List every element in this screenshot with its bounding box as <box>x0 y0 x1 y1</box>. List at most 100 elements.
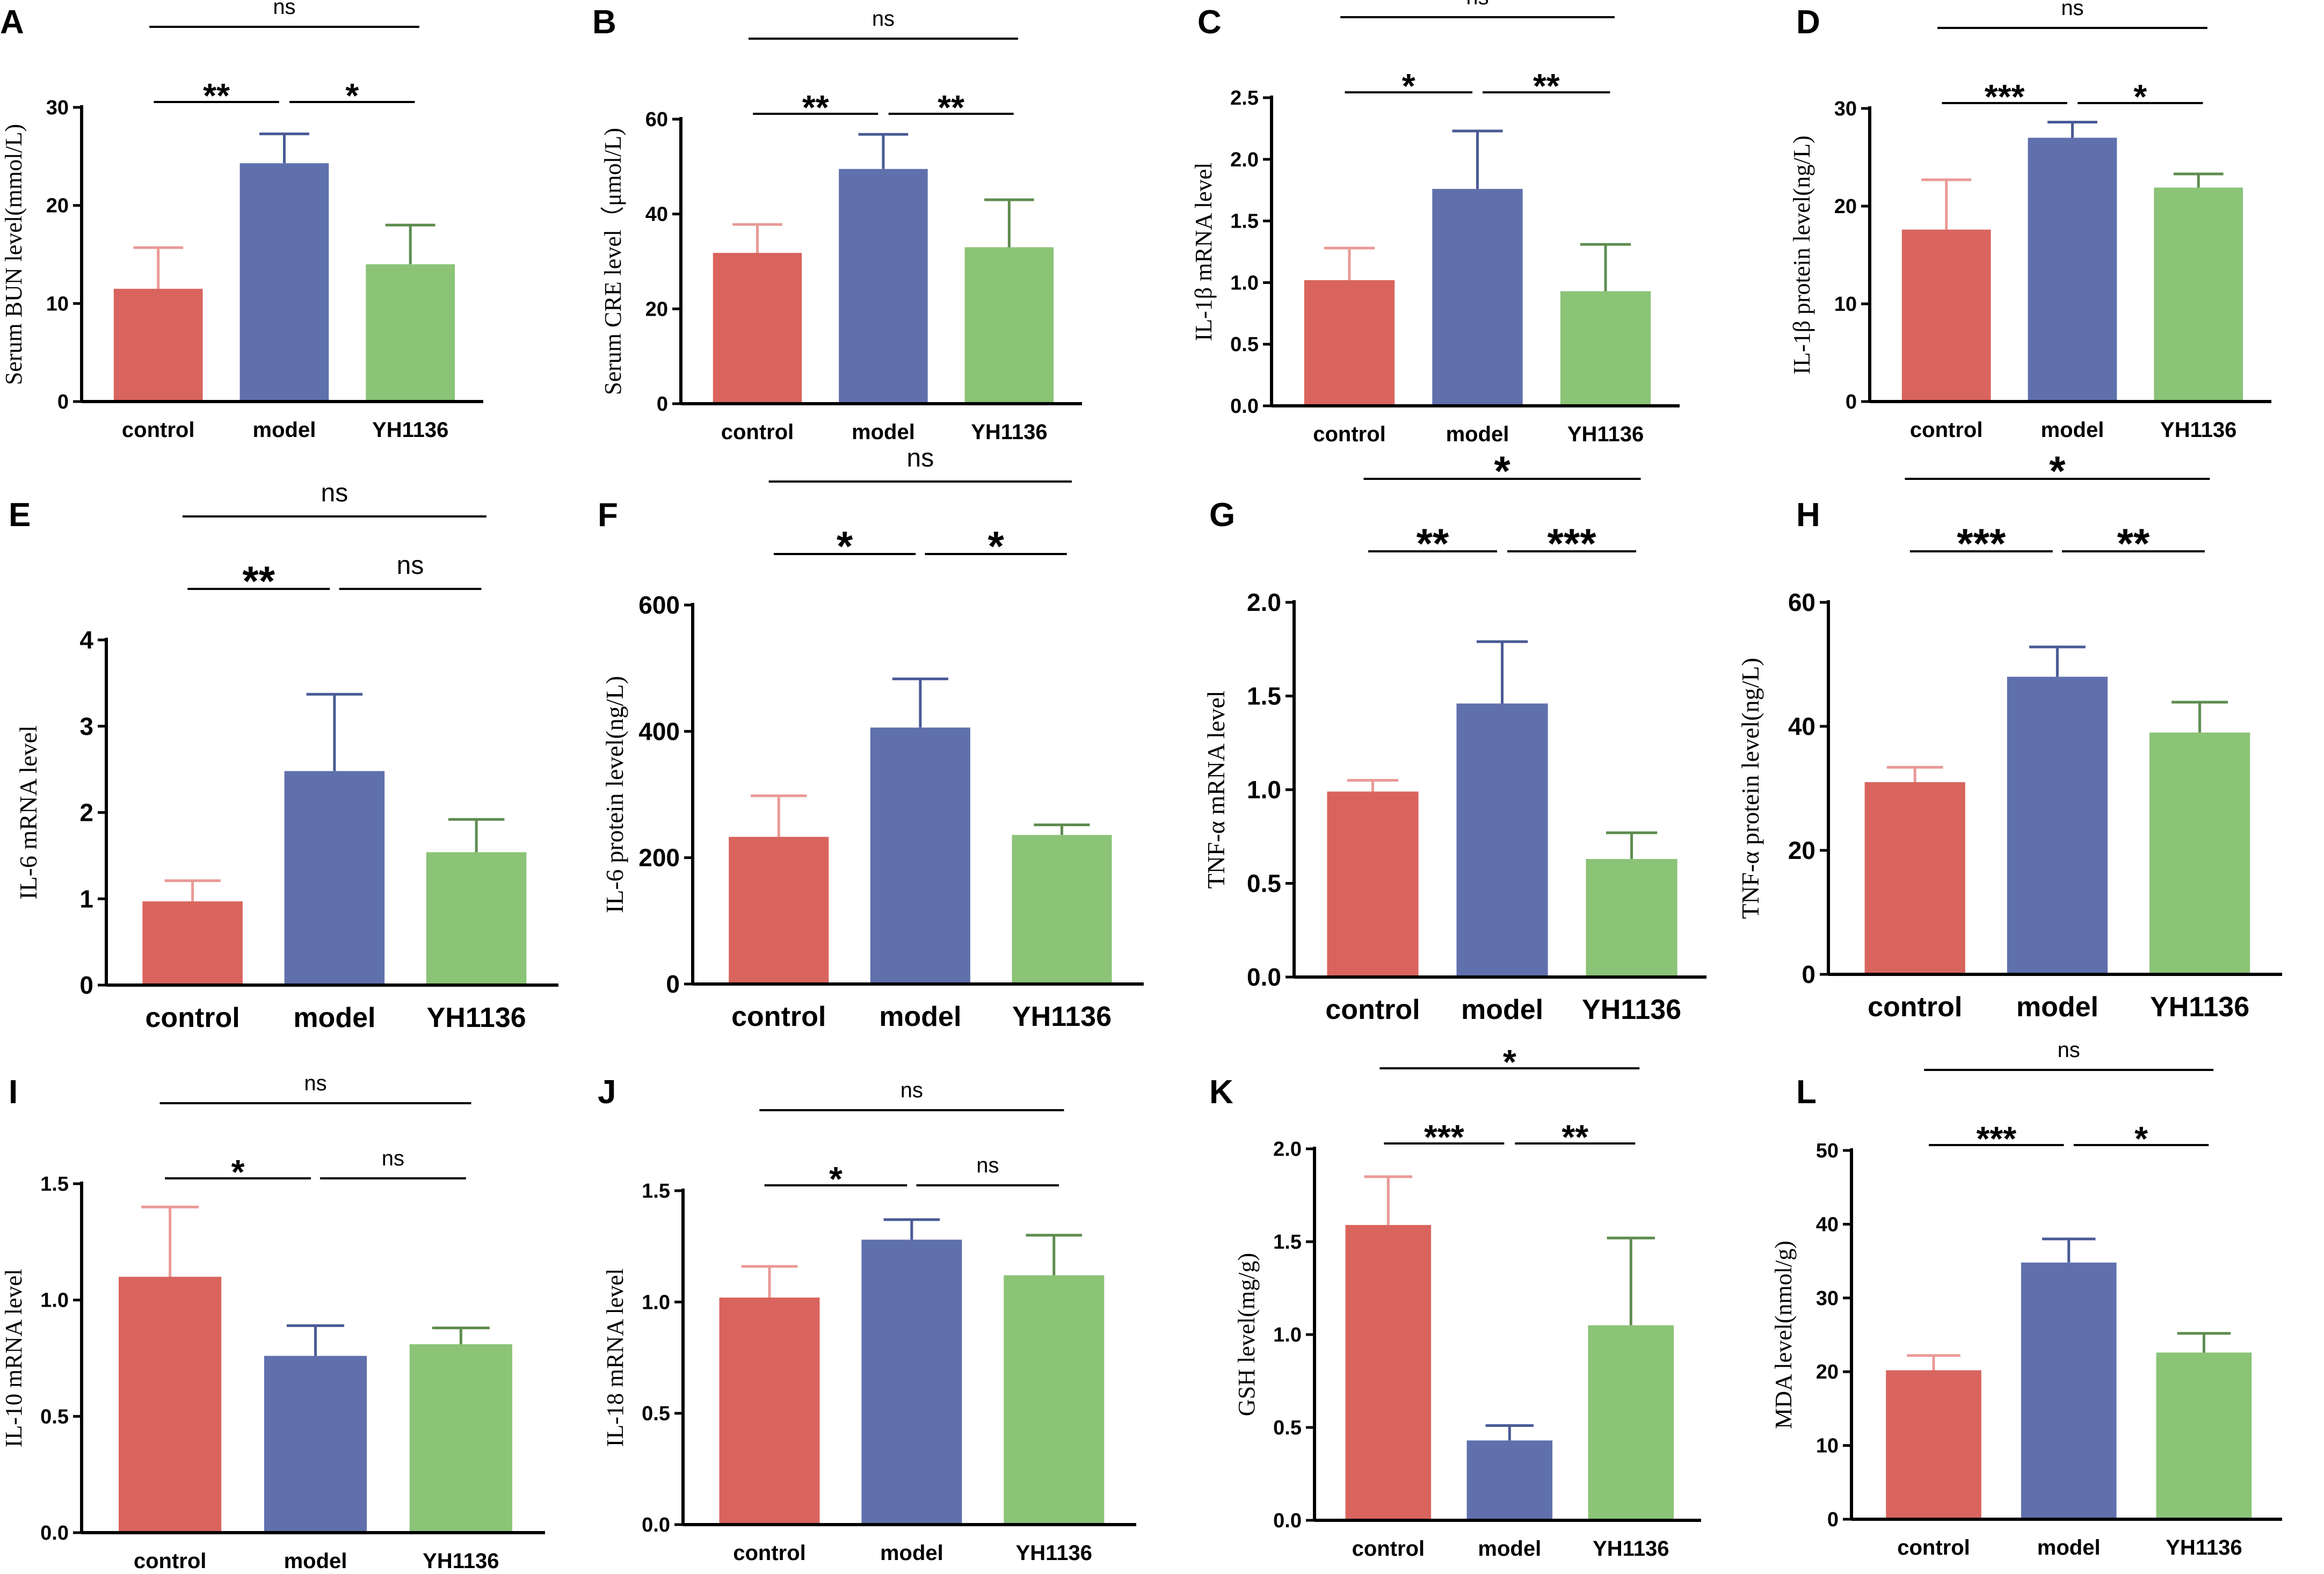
panel-b-category-label: control <box>721 420 794 444</box>
panel-k-y-axis-label: GSH level(mg/g) <box>1233 1253 1260 1416</box>
panel-k-category-label: control <box>1352 1537 1425 1561</box>
panel-j-y-tick-label: 0.0 <box>642 1514 670 1536</box>
panel-j-category-label: control <box>733 1541 806 1565</box>
panel-b-bar-yh1136 <box>964 247 1054 404</box>
panel-e-letter: E <box>9 497 31 534</box>
panel-h-bar-yh1136 <box>2149 732 2250 974</box>
panel-i-sig-label: ns <box>382 1147 404 1170</box>
panel-e-category-label: YH1136 <box>427 1002 526 1033</box>
panel-j-bar-control <box>719 1298 820 1525</box>
panel-f-y-axis-label: IL-6 protein level(ng/L) <box>601 676 628 913</box>
panel-d-y-tick-label: 30 <box>1834 98 1857 120</box>
panel-c-y-tick-label: 0.0 <box>1230 395 1259 418</box>
panel-c-sig-label: * <box>1402 67 1415 105</box>
panel-c-category-label: YH1136 <box>1567 422 1644 446</box>
panel-l-y-tick-label: 30 <box>1816 1287 1839 1310</box>
panel-l-y-axis-label: MDA level(nmol/g) <box>1770 1241 1797 1429</box>
panel-g-category-label: model <box>1461 994 1543 1025</box>
panel-f-sig-label: * <box>988 522 1005 570</box>
panel-f-bar-control <box>729 836 829 984</box>
panel-e-sig-label: ** <box>242 557 275 604</box>
panel-i-y-tick-label: 1.5 <box>40 1173 69 1196</box>
panel-i-y-tick-label: 1.0 <box>40 1289 69 1312</box>
panel-e-y-tick-label: 4 <box>79 626 93 654</box>
panel-c-sig-label: ** <box>1533 67 1560 105</box>
panel-k-bar-control <box>1345 1225 1432 1520</box>
panel-c-bar-yh1136 <box>1560 291 1651 406</box>
panel-k-sig-label: * <box>1503 1043 1516 1081</box>
panel-d-sig-label: * <box>2133 77 2147 116</box>
panel-e-bar-yh1136 <box>426 852 527 985</box>
panel-g-letter: G <box>1209 497 1235 534</box>
panel-b-y-tick-label: 60 <box>645 108 668 131</box>
panel-e-y-tick-label: 1 <box>79 885 93 913</box>
panel-f-letter: F <box>598 497 618 534</box>
panel-c-category-label: control <box>1313 422 1386 446</box>
panel-a-sig-label: * <box>345 76 359 115</box>
panel-b-letter: B <box>592 4 616 41</box>
panel-j-y-tick-label: 1.0 <box>642 1291 670 1314</box>
panel-i-sig-label: ns <box>304 1072 326 1095</box>
panel-b-y-tick-label: 0 <box>657 393 668 416</box>
panel-i-bar-control <box>119 1277 222 1533</box>
panel-h-y-tick-label: 40 <box>1788 712 1815 740</box>
panel-e-category-label: control <box>146 1002 240 1033</box>
panel-d-y-axis-label: IL-1β protein level(ng/L) <box>1789 135 1815 374</box>
panel-g-sig-label: *** <box>1548 520 1597 567</box>
panel-j-y-axis-label: IL-18 mRNA level <box>602 1269 628 1447</box>
panel-h-category-label: YH1136 <box>2150 992 2249 1023</box>
panel-d-bar-model <box>2028 137 2117 402</box>
panel-l-bar-yh1136 <box>2156 1352 2252 1519</box>
panel-c-y-tick-label: 0.5 <box>1230 333 1259 356</box>
panel-i-category-label: control <box>134 1549 207 1573</box>
panel-g-bar-yh1136 <box>1586 859 1677 977</box>
panel-i-bar-yh1136 <box>409 1344 512 1533</box>
panel-h-category-label: control <box>1868 992 1962 1023</box>
panel-g-sig-label: ** <box>1417 520 1449 567</box>
panel-a-bar-model <box>239 163 329 402</box>
panel-b-bar-control <box>713 253 802 404</box>
panel-g-y-tick-label: 0.5 <box>1247 870 1281 898</box>
panel-k-letter: K <box>1209 1074 1233 1111</box>
panel-g-y-tick-label: 0.0 <box>1247 963 1281 991</box>
panel-g-y-axis-label: TNF-α mRNA level <box>1202 690 1230 888</box>
panel-g-category-label: control <box>1325 994 1420 1025</box>
panel-l-sig-label: *** <box>1976 1119 2016 1158</box>
panel-a-y-axis-label: Serum BUN level(mmol/L) <box>1 124 27 385</box>
panel-g-sig-label: * <box>1494 447 1510 494</box>
panel-j-y-tick-label: 0.5 <box>642 1403 670 1425</box>
panel-j-sig-label: ns <box>900 1079 923 1102</box>
panel-j-bar-model <box>861 1240 962 1525</box>
panel-a-y-tick-label: 10 <box>46 293 69 315</box>
panel-d-sig-label: ns <box>2061 0 2083 20</box>
panel-l-category-label: YH1136 <box>2166 1536 2242 1560</box>
panel-a-y-tick-label: 0 <box>57 391 69 413</box>
panel-l-category-label: model <box>2037 1536 2101 1560</box>
panel-a-y-tick-label: 20 <box>46 195 69 217</box>
panel-a-bar-control <box>113 288 203 402</box>
panel-f-y-tick-label: 0 <box>666 970 680 998</box>
panel-l-y-tick-label: 50 <box>1816 1140 1839 1162</box>
panel-h-bar-control <box>1864 782 1965 974</box>
panel-c-y-tick-label: 2.0 <box>1230 149 1259 171</box>
panel-a-sig-label: ** <box>203 76 230 115</box>
panel-a-sig-label: ns <box>273 0 295 19</box>
panel-f-y-tick-label: 600 <box>638 591 680 619</box>
panel-k-bar-yh1136 <box>1588 1325 1674 1520</box>
panel-i-y-tick-label: 0.0 <box>40 1522 69 1544</box>
panel-f-category-label: control <box>731 1001 826 1032</box>
panel-j-category-label: model <box>880 1541 943 1565</box>
panel-h-y-tick-label: 0 <box>1802 960 1815 988</box>
panel-c-letter: C <box>1197 4 1222 41</box>
panel-a-category-label: YH1136 <box>372 418 448 442</box>
panel-k-y-tick-label: 2.0 <box>1273 1138 1302 1161</box>
panel-j-bar-yh1136 <box>1004 1275 1105 1525</box>
panel-a-letter: A <box>0 4 24 41</box>
panel-f-y-tick-label: 200 <box>638 844 680 872</box>
panel-h-sig-label: * <box>2049 447 2066 494</box>
panel-l-y-tick-label: 10 <box>1816 1435 1839 1458</box>
panel-l-y-tick-label: 40 <box>1816 1213 1839 1236</box>
panel-d-bar-yh1136 <box>2154 187 2243 402</box>
panel-k-category-label: YH1136 <box>1593 1537 1669 1561</box>
panel-i-y-tick-label: 0.5 <box>40 1405 69 1428</box>
